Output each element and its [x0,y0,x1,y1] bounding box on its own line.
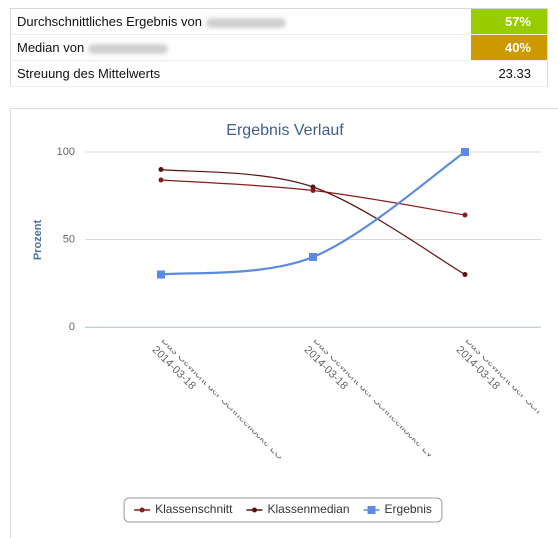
row-label: Durchschnittliches Ergebnis von [10,8,471,35]
chart-title: Ergebnis Verlauf [226,122,344,139]
y-tick-label: 100 [57,146,75,158]
marker [461,148,469,156]
stats-row: Streuung des Mittelwerts 23.33 [10,60,548,87]
legend-item: Klassenmedian [246,502,350,516]
stats-row: Durchschnittliches Ergebnis von 57% [10,8,548,35]
x-tick-label: Das Gewicht der Schneeflocke LG [159,335,286,462]
row-value: 23.33 [471,60,548,87]
marker [310,188,316,193]
stats-table: Durchschnittliches Ergebnis von 57% Medi… [10,8,548,87]
x-tick-label: Das Gewicht der Sch [463,335,545,417]
label-text: Durchschnittliches Ergebnis von [17,14,202,29]
legend: Klassenschnitt Klassenmedian Ergebnis [123,497,443,523]
label-text: Median von [17,40,85,55]
marker [462,272,468,277]
marker [158,167,164,172]
marker [309,253,317,261]
stats-row: Median von 40% [10,34,548,61]
row-label: Median von [10,34,471,61]
legend-marker [251,507,257,513]
marker [310,184,316,190]
legend-marker [367,506,376,514]
legend-box [123,497,443,523]
row-value: 40% [471,34,548,61]
marker [157,270,165,279]
x-tick-label-group: Das Gewicht der Schneeflocke LV2014-03-1… [302,335,438,461]
row-value: 57% [471,8,548,35]
legend-item: Klassenschnitt [134,502,233,516]
legend-marker [139,507,145,513]
x-tick-label-group: Das Gewicht der Schneeflocke LG2014-03-1… [150,335,287,462]
marker [462,212,468,218]
y-tick-label: 50 [63,233,75,245]
y-axis-label: Prozent [32,219,44,260]
marker [158,177,164,183]
legend-label: Klassenmedian [267,502,349,516]
legend-label: Ergebnis [385,502,432,516]
legend-label: Klassenschnitt [155,502,233,516]
row-label: Streuung des Mittelwerts [10,60,471,87]
chart-frame [10,108,558,538]
y-tick-label: 0 [69,321,75,333]
blurred-name [88,43,169,54]
x-tick-label: Das Gewicht der Schneeflocke LV [311,335,437,461]
legend-item: Ergebnis [363,502,432,516]
blurred-name [205,17,286,28]
